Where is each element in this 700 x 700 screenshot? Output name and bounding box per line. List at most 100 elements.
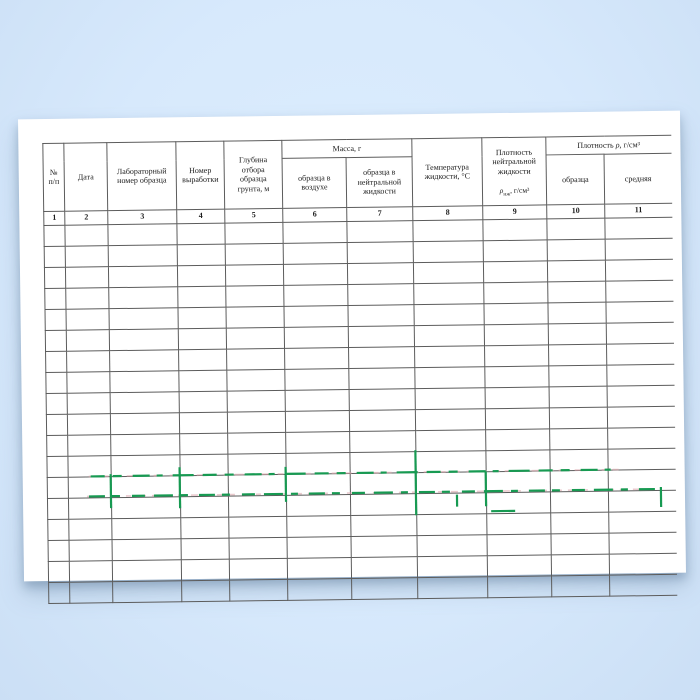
empty-cell (348, 325, 415, 348)
empty-cell (110, 433, 180, 456)
empty-cell (549, 385, 608, 408)
empty-cell (546, 217, 606, 240)
empty-cell (227, 431, 286, 454)
empty-cell (607, 405, 675, 428)
empty-cell (285, 389, 350, 411)
empty-cell (45, 350, 67, 373)
empty-cell (485, 449, 551, 472)
empty-cell (608, 468, 676, 491)
empty-cell (416, 471, 487, 494)
empty-cell (66, 371, 111, 393)
col-header-number: № п/п (42, 143, 65, 212)
empty-cell (606, 342, 674, 365)
empty-cell (606, 321, 674, 344)
empty-cell (65, 245, 109, 267)
empty-cell (486, 491, 551, 514)
empty-cell (413, 240, 484, 263)
empty-cell (417, 576, 488, 599)
empty-cell (548, 343, 607, 366)
empty-cell (109, 370, 180, 393)
empty-cell (69, 560, 113, 582)
empty-cell (283, 284, 348, 306)
col-header-mass-in-neutral-liquid: образца в нейтральной жидкости (346, 157, 413, 208)
empty-cell (46, 413, 68, 436)
empty-cell (46, 392, 68, 415)
empty-cell (48, 539, 70, 561)
empty-cell (608, 531, 677, 554)
empty-cell (110, 454, 181, 477)
empty-cell (547, 301, 607, 324)
empty-cell (286, 515, 351, 537)
empty-cell (48, 560, 70, 582)
empty-cell (47, 497, 69, 519)
empty-cell (413, 282, 484, 305)
empty-cell (284, 347, 349, 369)
empty-cell (180, 474, 229, 497)
col-header-neutral-liquid-density: Плотность нейтральной жидкости ρнж, г/см… (481, 136, 547, 206)
empty-cell (178, 369, 228, 392)
table-body (43, 216, 677, 603)
col-header-date: Дата (63, 142, 108, 211)
empty-cell (228, 536, 288, 559)
empty-cell (547, 259, 606, 282)
empty-cell (412, 219, 484, 242)
empty-cell (65, 266, 109, 288)
empty-cell (67, 434, 111, 456)
empty-cell (604, 216, 673, 239)
empty-cell (483, 302, 549, 325)
empty-cell (47, 518, 70, 540)
empty-cell (608, 510, 676, 533)
empty-cell (65, 287, 109, 309)
empty-cell (550, 490, 609, 513)
empty-cell (111, 496, 181, 519)
empty-cell (179, 453, 229, 476)
empty-cell (487, 575, 552, 598)
empty-cell (227, 452, 287, 475)
empty-cell (286, 473, 351, 495)
empty-cell (228, 473, 287, 496)
empty-cell (179, 411, 228, 434)
empty-cell (350, 514, 417, 537)
empty-cell (180, 495, 229, 518)
empty-cell (416, 534, 488, 557)
empty-cell (43, 224, 66, 247)
empty-cell (178, 348, 227, 371)
empty-cell (64, 224, 109, 246)
empty-cell (178, 327, 227, 350)
empty-cell (228, 515, 287, 538)
empty-cell (108, 265, 178, 288)
empty-cell (46, 455, 69, 478)
lab-journal-table: № п/п Дата Лабораторный номер образца Но… (42, 135, 677, 604)
empty-cell (417, 555, 488, 578)
empty-cell (108, 286, 178, 309)
col-header-mass-in-air: образца в воздухе (282, 157, 347, 208)
empty-cell (349, 409, 416, 432)
empty-cell (605, 279, 673, 302)
empty-cell (111, 517, 182, 540)
empty-cell (286, 494, 351, 516)
empty-cell (69, 581, 113, 603)
empty-cell (286, 536, 352, 558)
col-header-working-number: Номер выработки (175, 141, 225, 210)
empty-cell (45, 371, 68, 394)
empty-cell (109, 328, 179, 351)
empty-cell (414, 324, 485, 347)
empty-cell (66, 350, 110, 372)
empty-cell (605, 258, 673, 281)
empty-cell (107, 223, 178, 246)
col-header-lab-number: Лабораторный номер образца (106, 141, 177, 211)
empty-cell (47, 476, 69, 498)
empty-cell (226, 368, 286, 391)
empty-cell (486, 512, 551, 535)
empty-cell (549, 406, 608, 429)
empty-cell (68, 476, 112, 498)
column-number-cell: 2 (64, 210, 108, 225)
empty-cell (177, 285, 226, 308)
empty-cell (283, 305, 349, 327)
empty-cell (350, 493, 417, 516)
empty-cell (549, 448, 609, 471)
empty-cell (181, 537, 230, 560)
empty-cell (347, 262, 414, 285)
empty-cell (66, 329, 110, 351)
empty-cell (415, 387, 486, 410)
